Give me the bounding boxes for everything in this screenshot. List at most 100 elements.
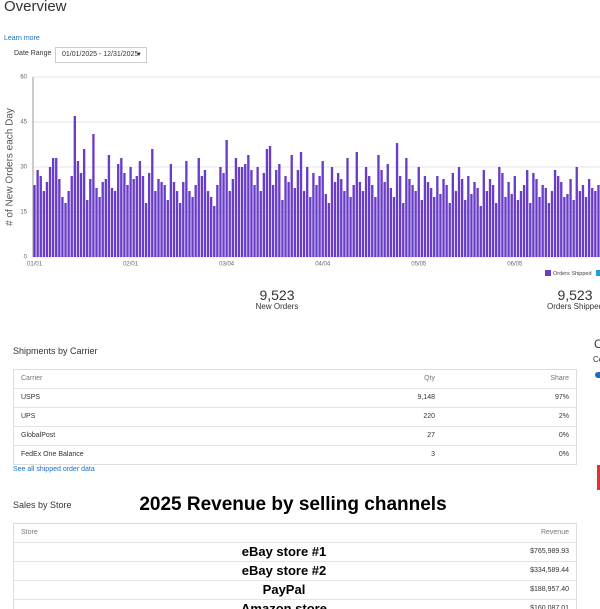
table-cell: $765,989.93 — [530, 548, 569, 555]
date-range-select[interactable]: 01/01/2025 - 12/31/2025 ▼ — [55, 47, 147, 63]
bar — [522, 185, 526, 257]
bar — [371, 185, 374, 257]
table-row: GlobalPost 27 0% — [14, 426, 576, 445]
bar — [417, 167, 420, 257]
bar — [219, 167, 222, 257]
bar — [70, 176, 73, 257]
bar — [541, 185, 544, 257]
bar — [507, 182, 510, 257]
bar — [117, 164, 120, 257]
learn-more-link[interactable]: Learn more — [4, 35, 40, 42]
table-row: Carrier Qty Share — [14, 370, 576, 388]
bar — [349, 197, 352, 257]
bar — [451, 173, 455, 257]
table-cell: 220 — [423, 413, 435, 420]
y-tick-label: 30 — [20, 165, 27, 171]
bar — [194, 185, 197, 257]
bar — [61, 197, 64, 257]
bar — [556, 176, 560, 257]
y-tick-label: 15 — [20, 210, 27, 216]
page-title: Overview — [4, 0, 67, 15]
bar — [110, 188, 114, 257]
bar — [203, 170, 207, 257]
bar — [553, 170, 557, 257]
table-row: PayPal $188,957.40 — [14, 580, 576, 599]
bar — [113, 191, 117, 257]
table-cell: Amazon store — [241, 601, 327, 609]
bar — [581, 185, 585, 257]
bar — [95, 188, 98, 257]
shipped-data-link[interactable]: See all shipped order data — [13, 466, 95, 473]
bar — [185, 161, 188, 257]
x-tick-label: 01/01 — [27, 262, 43, 268]
bar — [454, 191, 458, 257]
table-row: UPS 220 2% — [14, 407, 576, 426]
bar — [436, 176, 439, 257]
overlay-title: 2025 Revenue by selling channels — [139, 494, 447, 515]
bar — [510, 194, 513, 257]
bar — [538, 197, 541, 257]
bar — [225, 140, 228, 257]
section-title: Shipments by Carrier — [13, 346, 98, 356]
bar — [526, 170, 529, 257]
bar — [296, 170, 300, 257]
bar — [460, 179, 464, 257]
bar — [380, 170, 383, 257]
bar — [439, 194, 442, 257]
bar — [597, 185, 600, 257]
table-cell: $188,957.40 — [530, 586, 569, 593]
stat-label: Orders Shipped — [546, 302, 600, 311]
bar — [374, 197, 377, 257]
bar — [587, 179, 591, 257]
bar — [584, 197, 588, 257]
table-row: USPS 9,148 97% — [14, 388, 576, 407]
side-toggle[interactable] — [595, 372, 600, 378]
stat-value: 9,523 — [557, 287, 593, 303]
bar — [519, 191, 523, 257]
bar — [560, 182, 563, 257]
bar — [178, 203, 182, 257]
bar — [135, 176, 138, 257]
bar — [535, 179, 538, 257]
bar — [467, 176, 470, 257]
bar — [309, 197, 312, 257]
bar — [324, 194, 327, 257]
table-cell: $160,087.01 — [530, 605, 569, 609]
bar — [550, 191, 554, 257]
bar — [67, 191, 70, 257]
bar — [42, 191, 46, 257]
bar — [120, 158, 123, 257]
bar — [479, 206, 482, 257]
bar — [268, 146, 272, 257]
bar — [151, 149, 154, 257]
bar — [98, 197, 101, 257]
bar — [383, 182, 386, 257]
bar — [448, 203, 451, 257]
y-tick-label: 45 — [20, 120, 27, 126]
table-row: Store Revenue — [14, 524, 576, 542]
table-row: eBay store #1 $765,989.93 — [14, 542, 576, 561]
stat-value: 9,523 — [259, 287, 295, 303]
table-row: Amazon store $160,087.01 — [14, 599, 576, 609]
y-tick-label: 0 — [24, 255, 28, 261]
bar — [123, 173, 126, 257]
bar — [392, 197, 396, 257]
bar — [182, 182, 185, 257]
bar — [321, 161, 324, 257]
bar — [169, 164, 173, 257]
bar — [287, 182, 290, 257]
bar — [429, 188, 433, 257]
bar — [420, 200, 424, 257]
bar — [302, 191, 306, 257]
bar — [414, 191, 417, 257]
bar — [318, 176, 321, 257]
bar — [160, 182, 163, 257]
bar — [306, 167, 309, 257]
bar — [275, 170, 278, 257]
bar — [495, 203, 498, 257]
bar — [575, 167, 578, 257]
bar — [234, 158, 238, 257]
y-axis-label: # of New Orders each Day — [5, 108, 16, 226]
table-cell: UPS — [21, 413, 36, 420]
